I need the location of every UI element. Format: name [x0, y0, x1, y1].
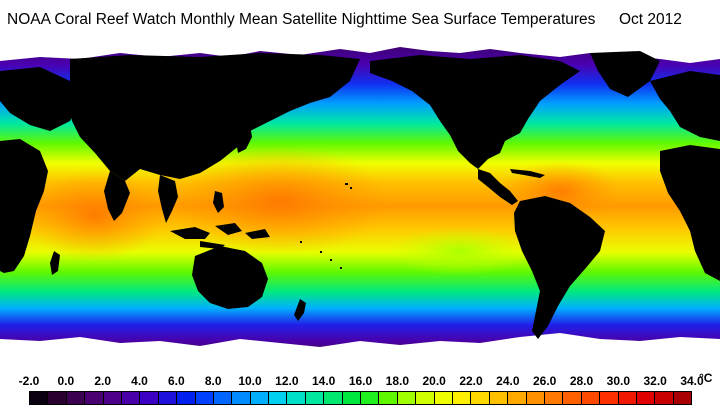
- arctic-ice: [0, 41, 720, 63]
- colorbar-tick-label: 34.0: [680, 374, 704, 388]
- east-pacific-cold-tongue: [390, 226, 530, 276]
- colorbar-swatch: [397, 392, 417, 404]
- greenland: [590, 51, 660, 97]
- north-america: [370, 55, 580, 169]
- africa-west: [660, 145, 720, 281]
- colorbar-swatch: [250, 392, 270, 404]
- colorbar-tick-label: -2.0: [18, 374, 40, 388]
- colorbar-swatch: [581, 392, 601, 404]
- colorbar-swatch: [121, 392, 141, 404]
- colorbar-swatch: [508, 392, 527, 404]
- colorbar-swatch: [434, 392, 453, 404]
- colorbar-tick-label: 16.0: [348, 374, 373, 388]
- colorbar-tick-label: 18.0: [385, 374, 410, 388]
- colorbar-swatch: [452, 392, 472, 404]
- colorbar-swatch: [30, 392, 49, 404]
- colorbar-swatch: [48, 392, 67, 404]
- asia: [68, 53, 360, 181]
- australia: [192, 246, 268, 309]
- indonesia: [170, 223, 270, 249]
- africa: [0, 139, 48, 273]
- colorbar-swatch: [305, 392, 325, 404]
- colorbar-swatch: [213, 392, 233, 404]
- indian-ocean-warm-pool: [25, 171, 165, 261]
- india: [104, 171, 130, 221]
- japan: [236, 121, 252, 153]
- colorbar-swatch: [140, 392, 159, 404]
- colorbar-tick-label: 12.0: [275, 374, 299, 388]
- colorbar-swatch: [655, 392, 674, 404]
- colorbar-swatch: [85, 392, 104, 404]
- colorbar-tick-label: 24.0: [496, 374, 520, 388]
- madagascar: [50, 251, 60, 275]
- antarctica: [0, 333, 720, 371]
- colorbar-swatch: [342, 392, 362, 404]
- colorbar-tick-label: 8.0: [204, 374, 222, 388]
- colorbar-swatch: [158, 392, 178, 404]
- colorbar-tick-label: 14.0: [311, 374, 336, 388]
- colorbar-swatch: [618, 392, 637, 404]
- colorbar-swatch: [103, 392, 122, 404]
- colorbar-swatch: [526, 392, 545, 404]
- colorbar-tick-label: 30.0: [606, 374, 631, 388]
- colorbar-swatch: [563, 392, 582, 404]
- south-america: [514, 196, 605, 339]
- colorbar-swatch: [66, 392, 86, 404]
- pacific-islands: [300, 183, 352, 269]
- colorbar-swatch: [287, 392, 306, 404]
- colorbar-swatch: [269, 392, 288, 404]
- colorbar-swatch: [232, 392, 251, 404]
- colorbar-swatch: [471, 392, 490, 404]
- colorbar-swatch: [177, 392, 196, 404]
- philippines: [213, 191, 224, 213]
- colorbar-tick-label: 32.0: [643, 374, 667, 388]
- colorbar-tick-label: 22.0: [459, 374, 483, 388]
- colorbar-unit: °C: [699, 371, 713, 385]
- colorbar-tick-label: 0.0: [57, 374, 75, 388]
- colorbar-swatch: [544, 392, 564, 404]
- colorbar-swatch: [673, 392, 692, 404]
- colorbar-swatch: [379, 392, 398, 404]
- colorbar-swatch: [416, 392, 435, 404]
- colorbar-ticks: -2.0 0.0 2.0 4.0 6.0 8.0 10.0 12.0 14.0 16.0 18.0 2…: [0, 371, 720, 390]
- colorbar-tick-label: 26.0: [532, 374, 557, 388]
- colorbar-swatch: [600, 392, 619, 404]
- sst-map: [0, 41, 720, 371]
- colorbar-swatch: [195, 392, 214, 404]
- colorbar-swatch: [636, 392, 656, 404]
- caribbean-islands: [510, 169, 545, 178]
- colorbar-swatch: [324, 392, 343, 404]
- southeast-asia: [158, 175, 178, 223]
- colorbar-tick-label: 6.0: [167, 374, 185, 388]
- colorbar-swatch: [489, 392, 509, 404]
- central-america: [478, 169, 518, 205]
- colorbar-tick-label: 2.0: [94, 374, 111, 388]
- colorbar: [29, 391, 692, 405]
- colorbar-tick-label: 10.0: [238, 374, 262, 388]
- colorbar-tick-label: 20.0: [422, 374, 446, 388]
- colorbar-tick-label: 28.0: [569, 374, 594, 388]
- europe-east: [650, 71, 720, 141]
- colorbar-swatch: [361, 392, 380, 404]
- colorbar-tick-label: 4.0: [131, 374, 148, 388]
- map-title: NOAA Coral Reef Watch Monthly Mean Satel…: [0, 6, 720, 32]
- europe: [0, 67, 80, 131]
- date-label: Oct 2012: [619, 11, 682, 28]
- new-zealand: [294, 299, 306, 321]
- title-text: NOAA Coral Reef Watch Monthly Mean Satel…: [7, 11, 596, 28]
